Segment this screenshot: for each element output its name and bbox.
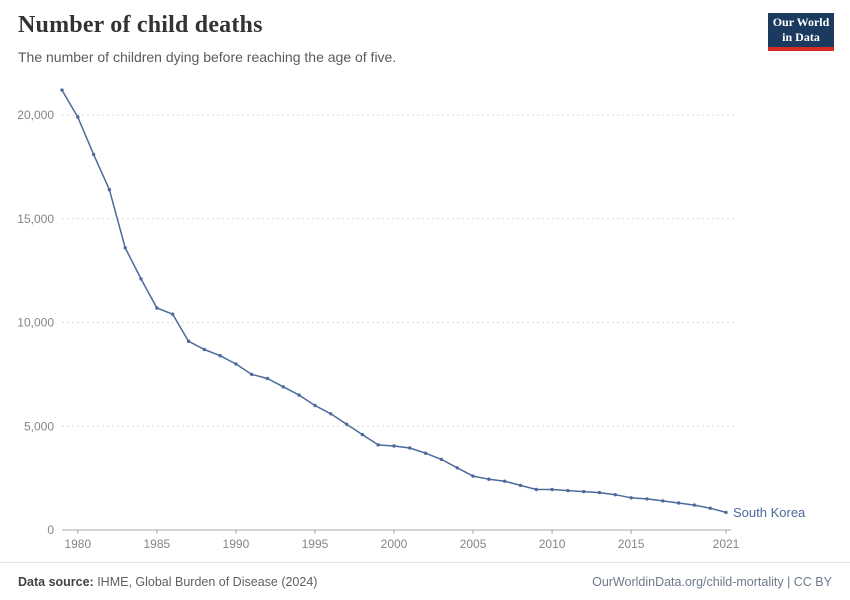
data-point-2005[interactable] <box>471 474 475 478</box>
data-point-2004[interactable] <box>455 466 459 470</box>
y-tick-label: 15,000 <box>17 212 54 226</box>
data-point-2013[interactable] <box>597 490 602 495</box>
data-point-1993[interactable] <box>281 385 285 389</box>
data-point-1982[interactable] <box>107 188 112 192</box>
data-point-2003[interactable] <box>439 457 444 462</box>
data-point-1990[interactable] <box>234 362 238 366</box>
page-title: Number of child deaths <box>18 12 263 38</box>
line-chart: 0 5,000 10,000 15,000 20,000 1980 1985 1990 1995… <box>17 88 806 551</box>
data-point-1986[interactable] <box>171 312 175 316</box>
data-point-2001[interactable] <box>408 446 412 450</box>
series-line-south-korea <box>61 89 727 514</box>
data-point-2010[interactable] <box>550 487 554 492</box>
chart-footer: Data source: IHME, Global Burden of Dise… <box>0 562 850 600</box>
data-point-1997[interactable] <box>344 422 349 426</box>
data-point-2019[interactable] <box>692 503 697 507</box>
data-point-1994[interactable] <box>297 393 301 397</box>
data-point-2016[interactable] <box>645 497 649 501</box>
data-point-2009[interactable] <box>534 487 538 492</box>
data-point-2012[interactable] <box>582 489 586 494</box>
data-point-2021[interactable] <box>724 510 728 515</box>
data-point-2002[interactable] <box>423 451 428 455</box>
data-point-1983[interactable] <box>123 246 127 250</box>
data-point-1991[interactable] <box>250 372 254 377</box>
data-point-2011[interactable] <box>566 488 570 493</box>
data-point-1987[interactable] <box>186 339 191 343</box>
data-source-text: IHME, Global Burden of Disease (2024) <box>93 574 318 589</box>
data-point-2014[interactable] <box>613 493 617 497</box>
x-tick-label: 1990 <box>223 537 250 551</box>
owid-logo-line2: in Data <box>782 30 820 44</box>
x-tick-label: 1980 <box>64 537 91 551</box>
data-point-1984[interactable] <box>139 277 143 281</box>
x-tick-label: 2005 <box>460 537 487 551</box>
y-tick-label: 20,000 <box>17 108 54 122</box>
data-point-2006[interactable] <box>487 477 491 481</box>
data-point-1992[interactable] <box>265 376 270 381</box>
data-point-2017[interactable] <box>661 499 665 503</box>
data-point-2007[interactable] <box>503 479 507 483</box>
data-point-2020[interactable] <box>708 506 712 510</box>
data-point-1988[interactable] <box>202 347 206 352</box>
data-point-2008[interactable] <box>518 483 523 488</box>
owid-logo[interactable]: Our World in Data <box>768 13 834 51</box>
data-point-1996[interactable] <box>329 412 333 416</box>
data-point-1989[interactable] <box>218 354 222 358</box>
x-tick-label: 1995 <box>302 537 329 551</box>
x-tick-label: 2010 <box>539 537 566 551</box>
x-tick-label: 2021 <box>713 537 740 551</box>
x-tick-label: 2000 <box>381 537 408 551</box>
data-point-1979[interactable] <box>60 88 64 92</box>
data-source: Data source: IHME, Global Burden of Dise… <box>18 575 317 589</box>
data-point-1995[interactable] <box>313 403 317 408</box>
chart-header: Number of child deaths The number of chi… <box>0 0 850 65</box>
data-point-2000[interactable] <box>392 444 396 448</box>
data-point-1999[interactable] <box>376 443 380 447</box>
data-point-2015[interactable] <box>629 496 633 500</box>
x-tick-label: 2015 <box>618 537 645 551</box>
data-point-1985[interactable] <box>155 306 159 310</box>
x-tick-label: 1985 <box>144 537 171 551</box>
owid-credit-link[interactable]: OurWorldinData.org/child-mortality | CC … <box>592 574 832 589</box>
chart-area: 0 5,000 10,000 15,000 20,000 1980 1985 1990 1995… <box>0 78 850 558</box>
y-tick-label: 5,000 <box>24 419 54 433</box>
data-source-label: Data source: <box>18 574 94 589</box>
chart-subtitle: The number of children dying before reac… <box>18 49 397 65</box>
data-point-1980[interactable] <box>76 115 80 119</box>
y-tick-label: 10,000 <box>17 316 54 330</box>
y-tick-label: 0 <box>47 523 54 537</box>
series-end-label: South Korea <box>733 505 806 520</box>
data-point-1998[interactable] <box>360 432 365 437</box>
data-point-1981[interactable] <box>91 152 96 157</box>
data-point-2018[interactable] <box>676 501 681 505</box>
owid-logo-line1: Our World <box>772 15 830 29</box>
